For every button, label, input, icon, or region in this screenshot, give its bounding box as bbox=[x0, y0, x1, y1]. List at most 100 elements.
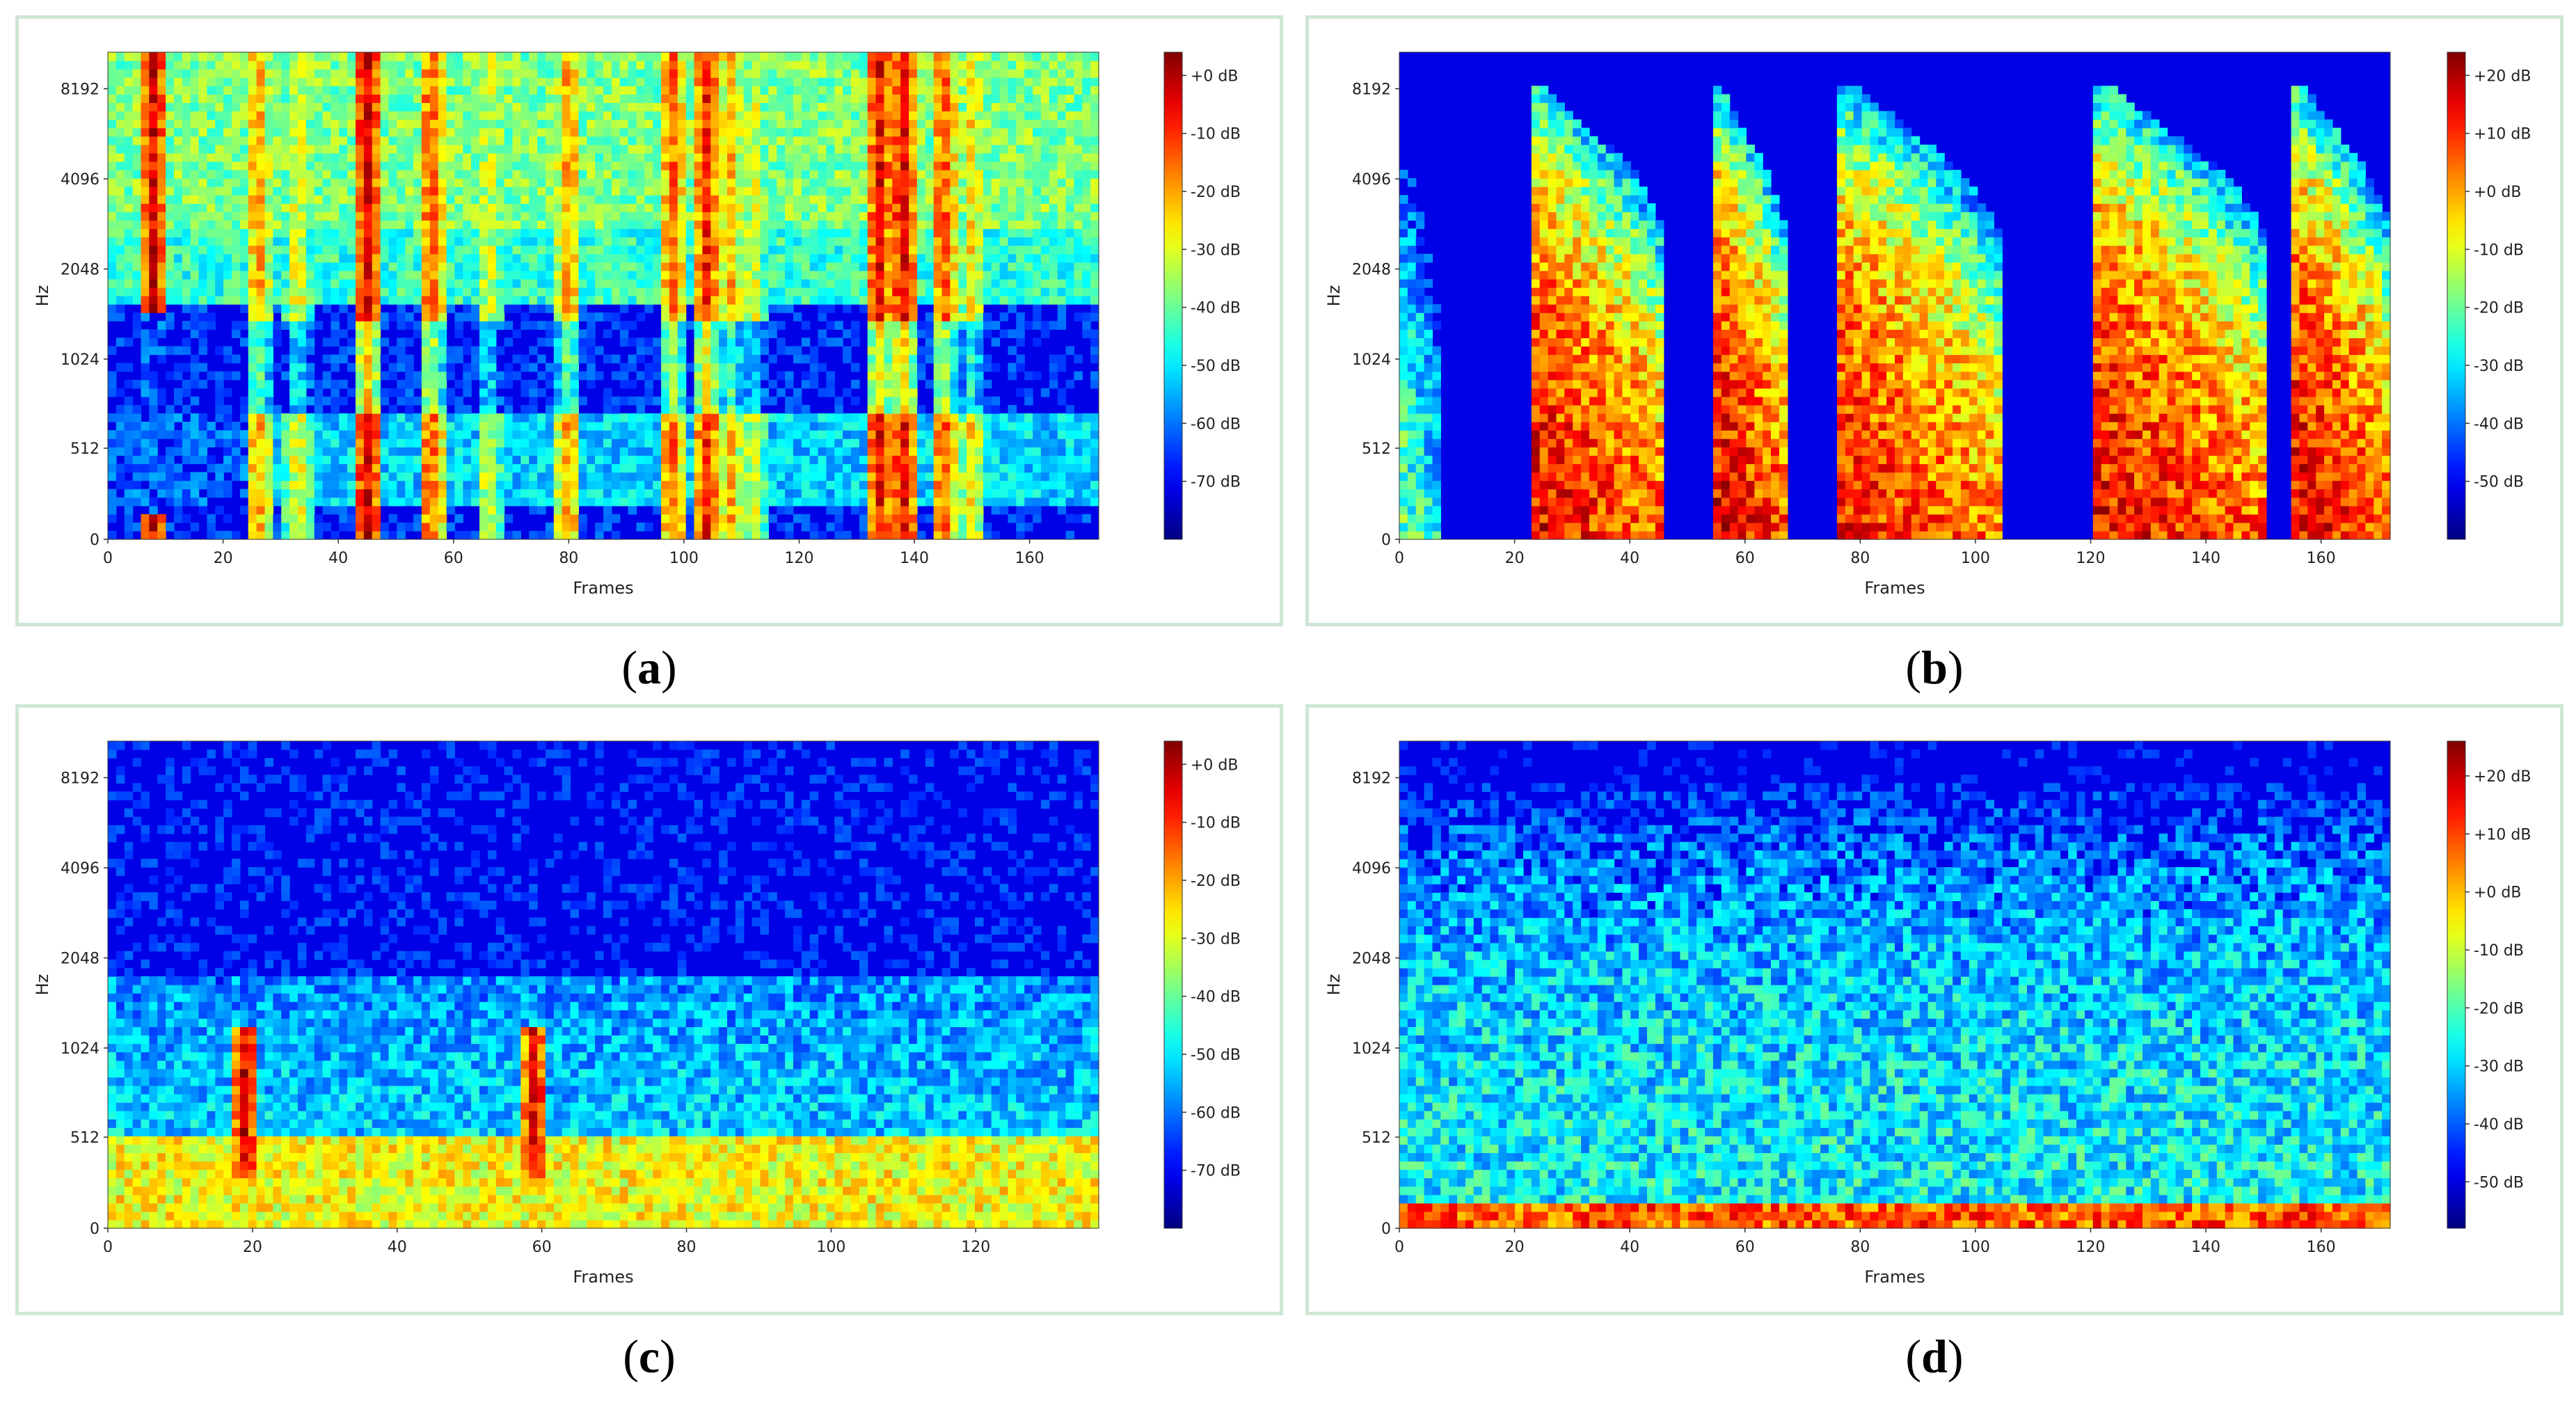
heatmap-cell bbox=[570, 237, 579, 246]
heatmap-cell bbox=[636, 237, 645, 246]
heatmap-cell bbox=[587, 270, 596, 280]
heatmap-cell bbox=[413, 94, 422, 103]
heatmap-cell bbox=[380, 119, 390, 129]
heatmap-cell bbox=[702, 354, 711, 364]
heatmap-cell bbox=[239, 455, 249, 464]
heatmap-cell bbox=[372, 455, 381, 464]
heatmap-cell bbox=[611, 296, 621, 305]
heatmap-cell bbox=[471, 144, 480, 154]
heatmap-cell bbox=[570, 94, 579, 103]
heatmap-cell bbox=[587, 312, 596, 322]
heatmap-cell bbox=[446, 497, 455, 507]
heatmap-cell bbox=[124, 61, 134, 70]
heatmap-cell bbox=[578, 94, 587, 103]
heatmap-cell bbox=[207, 119, 216, 129]
heatmap-cell bbox=[116, 270, 125, 280]
heatmap-cell bbox=[504, 413, 514, 422]
heatmap-cell bbox=[685, 497, 695, 507]
heatmap-cell bbox=[587, 430, 596, 439]
heatmap-cell bbox=[743, 253, 753, 263]
heatmap-cell bbox=[570, 371, 579, 381]
heatmap-cell bbox=[595, 497, 604, 507]
heatmap-cell bbox=[380, 472, 390, 482]
heatmap-cell bbox=[495, 371, 505, 381]
heatmap-cell bbox=[727, 480, 736, 490]
heatmap-cell bbox=[446, 203, 455, 212]
heatmap-cell bbox=[347, 472, 356, 482]
heatmap-cell bbox=[619, 111, 629, 120]
heatmap-cell bbox=[735, 455, 745, 464]
heatmap-cell bbox=[826, 338, 835, 347]
heatmap-cell bbox=[397, 430, 406, 439]
heatmap-cell bbox=[562, 144, 571, 154]
heatmap-cell bbox=[520, 245, 530, 255]
heatmap-cell bbox=[141, 262, 150, 271]
heatmap-cell bbox=[289, 270, 299, 280]
heatmap-cell bbox=[603, 170, 612, 179]
heatmap-cell bbox=[694, 505, 703, 515]
heatmap-cell bbox=[661, 438, 670, 447]
heatmap-cell bbox=[157, 102, 166, 112]
heatmap-cell bbox=[636, 422, 645, 431]
heatmap-cell bbox=[785, 304, 794, 313]
heatmap-cell bbox=[116, 304, 125, 313]
heatmap-cell bbox=[859, 296, 868, 305]
heatmap-cell bbox=[611, 422, 621, 431]
heatmap-cell bbox=[851, 262, 860, 271]
heatmap-cell bbox=[397, 447, 406, 456]
heatmap-cell bbox=[760, 312, 769, 322]
heatmap-cell bbox=[207, 228, 216, 238]
heatmap-cell bbox=[380, 296, 390, 305]
heatmap-cell bbox=[495, 296, 505, 305]
heatmap-cell bbox=[529, 119, 538, 129]
heatmap-cell bbox=[397, 422, 406, 431]
heatmap-cell bbox=[644, 69, 653, 78]
heatmap-cell bbox=[421, 530, 431, 540]
heatmap-cell bbox=[256, 321, 266, 330]
heatmap-cell bbox=[108, 497, 117, 507]
heatmap-cell bbox=[661, 262, 670, 271]
heatmap-cell bbox=[603, 195, 612, 204]
heatmap-cell bbox=[182, 152, 191, 162]
heatmap-cell bbox=[116, 52, 125, 61]
heatmap-cell bbox=[636, 489, 645, 498]
heatmap-cell bbox=[264, 530, 273, 540]
heatmap-cell bbox=[141, 530, 150, 540]
heatmap-cell bbox=[644, 61, 653, 70]
heatmap-cell bbox=[248, 245, 257, 255]
heatmap-cell bbox=[562, 287, 571, 296]
heatmap-cell bbox=[232, 61, 241, 70]
heatmap-cell bbox=[619, 278, 629, 288]
heatmap-cell bbox=[809, 220, 819, 230]
heatmap-cell bbox=[809, 489, 819, 498]
heatmap-cell bbox=[413, 321, 422, 330]
heatmap-cell bbox=[397, 237, 406, 246]
heatmap-cell bbox=[215, 253, 224, 263]
heatmap-cell bbox=[553, 522, 563, 532]
heatmap-cell bbox=[636, 253, 645, 263]
heatmap-cell bbox=[264, 505, 273, 515]
heatmap-cell bbox=[264, 329, 273, 338]
heatmap-cell bbox=[727, 119, 736, 129]
heatmap-cell bbox=[512, 489, 521, 498]
heatmap-cell bbox=[595, 530, 604, 540]
heatmap-cell bbox=[454, 203, 463, 212]
heatmap-cell bbox=[182, 447, 191, 456]
heatmap-cell bbox=[735, 530, 745, 540]
heatmap-cell bbox=[339, 203, 348, 212]
heatmap-cell bbox=[223, 237, 232, 246]
heatmap-cell bbox=[397, 287, 406, 296]
heatmap-cell bbox=[512, 287, 521, 296]
heatmap-cell bbox=[603, 480, 612, 490]
heatmap-cell bbox=[471, 152, 480, 162]
heatmap-cell bbox=[587, 253, 596, 263]
heatmap-cell bbox=[297, 77, 307, 86]
heatmap-cell bbox=[520, 127, 530, 137]
heatmap-cell bbox=[356, 237, 365, 246]
heatmap-cell bbox=[785, 480, 794, 490]
heatmap-cell bbox=[297, 195, 307, 204]
heatmap-cell bbox=[562, 296, 571, 305]
heatmap-cell bbox=[636, 438, 645, 447]
heatmap-cell bbox=[818, 447, 827, 456]
heatmap-cell bbox=[273, 514, 282, 523]
